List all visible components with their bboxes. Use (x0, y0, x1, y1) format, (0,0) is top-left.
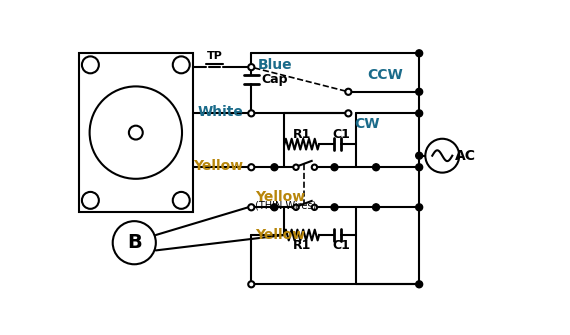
Circle shape (312, 205, 317, 210)
Circle shape (129, 126, 142, 140)
Circle shape (294, 205, 299, 210)
Text: TP: TP (206, 51, 222, 61)
Text: Cap: Cap (261, 73, 288, 86)
Circle shape (416, 110, 422, 117)
Text: Yellow: Yellow (193, 159, 243, 173)
Text: C1: C1 (332, 128, 350, 141)
Circle shape (173, 192, 190, 209)
Circle shape (173, 56, 190, 73)
Circle shape (89, 86, 182, 179)
Circle shape (416, 164, 422, 171)
Circle shape (294, 164, 299, 170)
Circle shape (82, 192, 99, 209)
Circle shape (271, 164, 278, 171)
Circle shape (373, 204, 380, 211)
Circle shape (249, 281, 254, 287)
Circle shape (345, 89, 352, 95)
Circle shape (82, 56, 99, 73)
Circle shape (416, 281, 422, 288)
Text: CCW: CCW (368, 68, 404, 82)
Circle shape (345, 110, 352, 117)
Circle shape (331, 204, 338, 211)
Text: AC: AC (455, 149, 476, 163)
Circle shape (331, 164, 338, 171)
Circle shape (249, 64, 254, 70)
Circle shape (271, 204, 278, 211)
Text: Blue: Blue (258, 58, 292, 72)
Text: R1: R1 (292, 128, 311, 141)
Circle shape (373, 164, 380, 171)
Circle shape (416, 204, 422, 211)
Circle shape (416, 50, 422, 57)
Circle shape (416, 88, 422, 95)
Text: R1: R1 (292, 239, 311, 252)
Circle shape (312, 164, 317, 170)
Circle shape (425, 139, 459, 173)
Circle shape (249, 164, 254, 170)
Text: Yellow: Yellow (255, 228, 306, 242)
Text: B: B (127, 233, 142, 252)
FancyBboxPatch shape (79, 53, 193, 212)
Circle shape (113, 221, 156, 264)
Circle shape (249, 110, 254, 117)
Text: (THIN Wires): (THIN Wires) (255, 201, 316, 211)
Text: Yellow: Yellow (255, 190, 306, 203)
Circle shape (416, 152, 422, 159)
Circle shape (249, 204, 254, 210)
Text: C1: C1 (332, 239, 350, 252)
Text: CW: CW (355, 117, 380, 131)
Text: White: White (198, 105, 243, 119)
